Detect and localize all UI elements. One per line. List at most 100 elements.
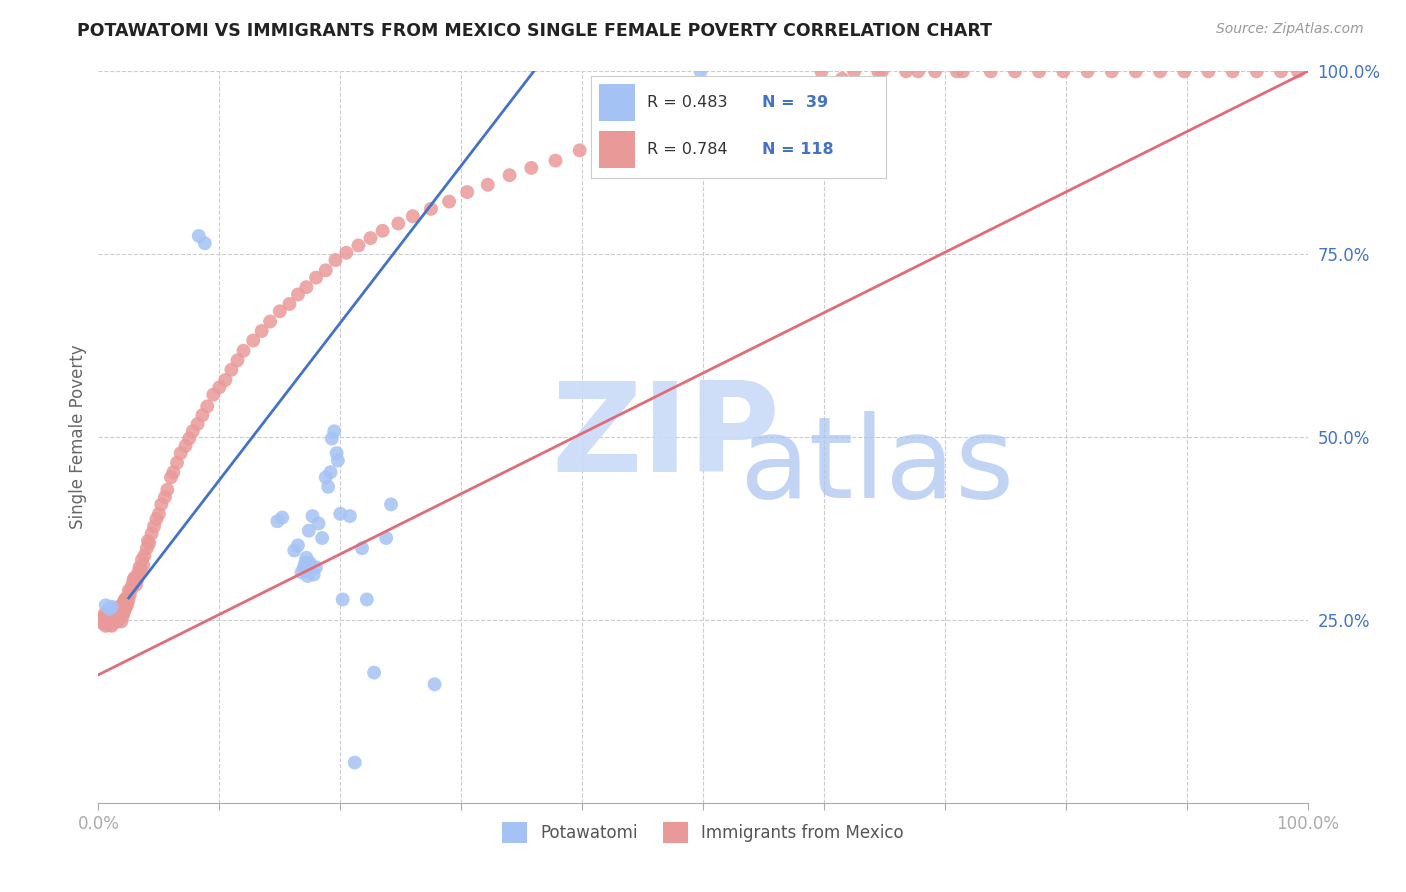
- Point: [112, 594, 135, 608]
- Point: [136, 533, 159, 548]
- Point: [308, 516, 330, 531]
- Point: [174, 439, 197, 453]
- Point: [107, 604, 129, 618]
- Point: [259, 314, 281, 328]
- Point: [946, 64, 969, 78]
- Y-axis label: Single Female Poverty: Single Female Poverty: [69, 345, 87, 529]
- Point: [150, 497, 173, 511]
- Point: [315, 470, 337, 484]
- Point: [98, 616, 121, 631]
- Point: [1222, 64, 1244, 78]
- Point: [115, 591, 138, 605]
- Text: POTAWATOMI VS IMMIGRANTS FROM MEXICO SINGLE FEMALE POVERTY CORRELATION CHART: POTAWATOMI VS IMMIGRANTS FROM MEXICO SIN…: [77, 22, 993, 40]
- Point: [114, 602, 136, 616]
- Point: [103, 615, 125, 629]
- Point: [343, 756, 366, 770]
- Point: [498, 168, 520, 182]
- Point: [907, 64, 929, 78]
- Point: [194, 236, 217, 251]
- Point: [980, 64, 1002, 78]
- Point: [287, 287, 309, 301]
- Point: [98, 602, 121, 616]
- Point: [191, 408, 214, 422]
- Point: [93, 607, 115, 621]
- Point: [138, 536, 160, 550]
- Point: [1004, 64, 1026, 78]
- Point: [301, 509, 323, 524]
- Point: [294, 556, 316, 570]
- Point: [143, 519, 166, 533]
- Point: [363, 665, 385, 680]
- Point: [347, 238, 370, 252]
- Point: [319, 465, 342, 479]
- Point: [115, 599, 138, 614]
- Point: [127, 566, 149, 580]
- Point: [278, 297, 301, 311]
- Point: [232, 343, 254, 358]
- Point: [295, 550, 318, 565]
- Point: [568, 144, 591, 158]
- Point: [952, 64, 974, 78]
- Point: [689, 64, 711, 78]
- Text: R = 0.784: R = 0.784: [647, 142, 727, 157]
- Point: [298, 524, 321, 538]
- Point: [108, 611, 131, 625]
- Point: [1149, 64, 1171, 78]
- Point: [96, 606, 118, 620]
- Point: [124, 570, 146, 584]
- Point: [121, 578, 143, 592]
- Point: [924, 64, 946, 78]
- Point: [868, 64, 890, 78]
- Point: [91, 611, 114, 625]
- Point: [870, 64, 893, 78]
- Point: [118, 583, 141, 598]
- Point: [544, 153, 567, 168]
- Point: [166, 456, 188, 470]
- Point: [316, 480, 339, 494]
- Point: [423, 677, 446, 691]
- Text: N =  39: N = 39: [762, 95, 828, 110]
- Point: [290, 566, 312, 580]
- Point: [592, 134, 614, 148]
- Point: [108, 599, 131, 614]
- Point: [214, 373, 236, 387]
- Point: [329, 507, 352, 521]
- Point: [520, 161, 543, 175]
- Point: [97, 618, 120, 632]
- Point: [129, 563, 152, 577]
- Point: [297, 569, 319, 583]
- Legend: Potawatomi, Immigrants from Mexico: Potawatomi, Immigrants from Mexico: [495, 815, 911, 849]
- Point: [420, 202, 443, 216]
- Point: [283, 543, 305, 558]
- Point: [323, 424, 346, 438]
- Point: [141, 526, 163, 541]
- Point: [311, 531, 333, 545]
- Point: [118, 587, 141, 601]
- Point: [325, 446, 347, 460]
- Point: [360, 231, 382, 245]
- Point: [91, 616, 114, 631]
- Text: ZIP: ZIP: [551, 376, 780, 498]
- Point: [292, 560, 315, 574]
- Bar: [599, 131, 636, 168]
- Text: atlas: atlas: [740, 411, 1015, 522]
- Point: [100, 607, 122, 622]
- Point: [195, 400, 218, 414]
- Point: [645, 117, 668, 131]
- Point: [101, 602, 124, 616]
- Point: [104, 602, 127, 616]
- Point: [100, 618, 122, 632]
- Point: [734, 92, 756, 106]
- Point: [100, 607, 122, 621]
- Point: [117, 597, 139, 611]
- Point: [1076, 64, 1098, 78]
- Point: [97, 608, 120, 623]
- Point: [104, 613, 127, 627]
- Text: N = 118: N = 118: [762, 142, 834, 157]
- Point: [831, 71, 853, 86]
- Point: [387, 217, 409, 231]
- Point: [1052, 64, 1074, 78]
- Point: [160, 470, 183, 484]
- Point: [371, 224, 394, 238]
- Point: [202, 387, 225, 401]
